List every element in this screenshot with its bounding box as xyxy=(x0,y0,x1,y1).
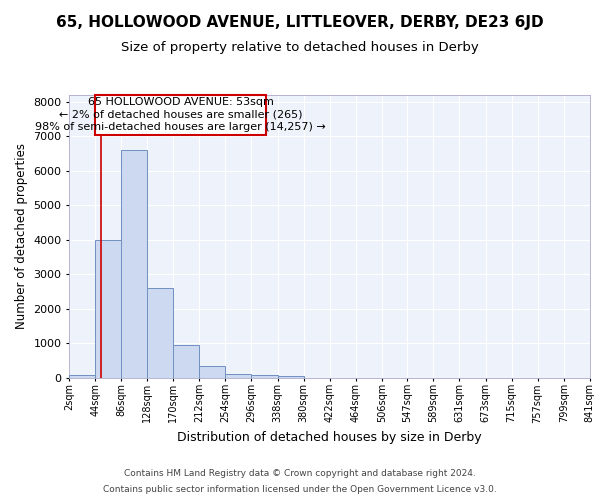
Y-axis label: Number of detached properties: Number of detached properties xyxy=(14,143,28,329)
Bar xyxy=(278,376,304,378)
Text: 98% of semi-detached houses are larger (14,257) →: 98% of semi-detached houses are larger (… xyxy=(35,122,326,132)
Bar xyxy=(173,345,199,378)
Bar xyxy=(69,375,95,378)
Text: Contains public sector information licensed under the Open Government Licence v3: Contains public sector information licen… xyxy=(103,484,497,494)
Text: 65 HOLLOWOOD AVENUE: 53sqm: 65 HOLLOWOOD AVENUE: 53sqm xyxy=(88,97,274,107)
Text: Size of property relative to detached houses in Derby: Size of property relative to detached ho… xyxy=(121,41,479,54)
Bar xyxy=(199,366,226,378)
Text: Contains HM Land Registry data © Crown copyright and database right 2024.: Contains HM Land Registry data © Crown c… xyxy=(124,470,476,478)
Bar xyxy=(121,150,147,378)
Bar xyxy=(251,376,278,378)
Text: ← 2% of detached houses are smaller (265): ← 2% of detached houses are smaller (265… xyxy=(59,109,302,119)
FancyBboxPatch shape xyxy=(95,95,266,134)
Text: 65, HOLLOWOOD AVENUE, LITTLEOVER, DERBY, DE23 6JD: 65, HOLLOWOOD AVENUE, LITTLEOVER, DERBY,… xyxy=(56,15,544,30)
Bar xyxy=(147,288,173,378)
X-axis label: Distribution of detached houses by size in Derby: Distribution of detached houses by size … xyxy=(177,431,482,444)
Bar xyxy=(226,374,251,378)
Bar xyxy=(95,240,121,378)
